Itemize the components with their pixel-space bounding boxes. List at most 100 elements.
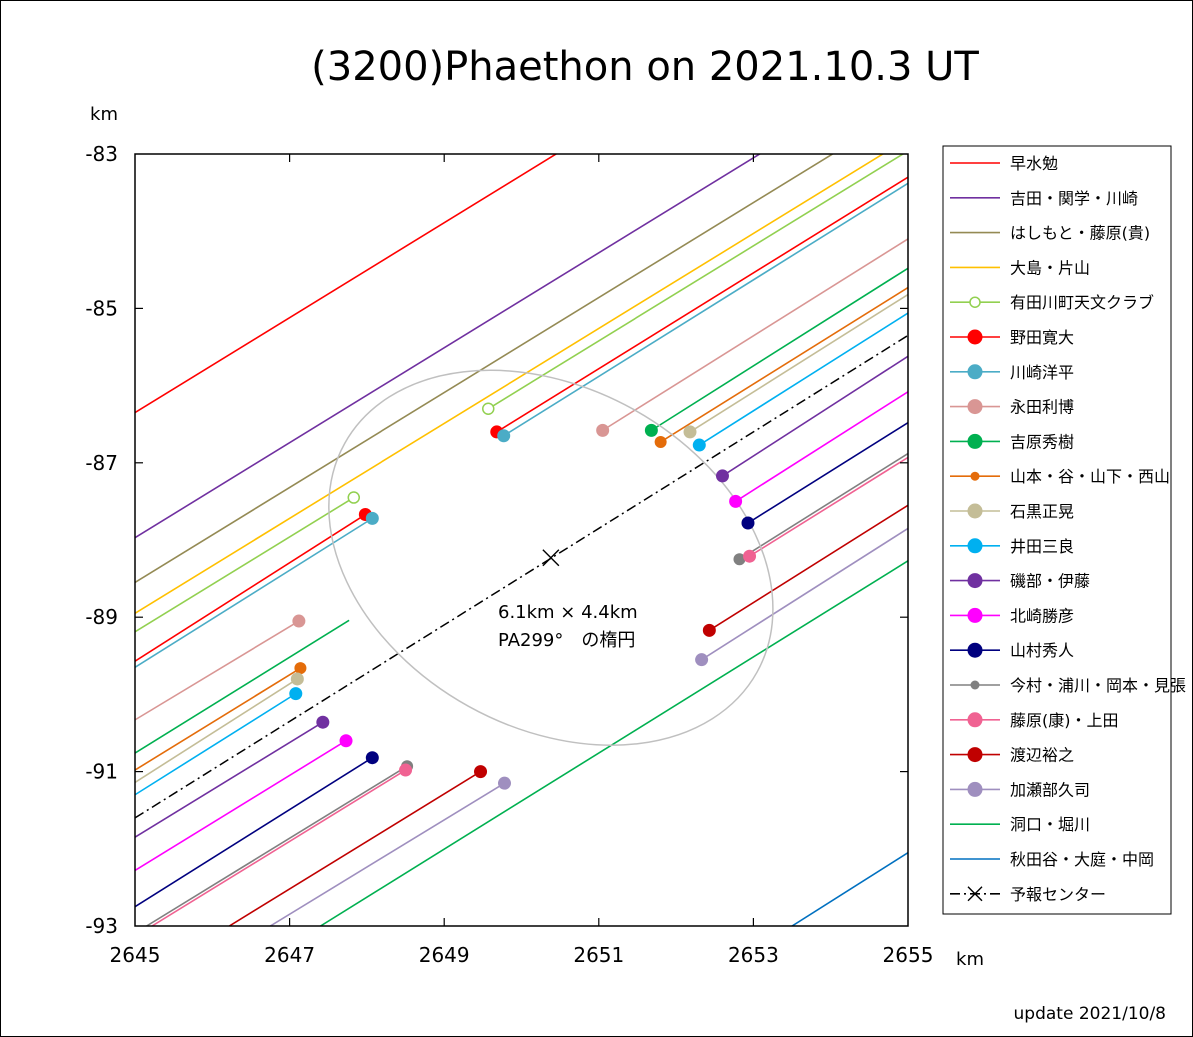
- series-3: [135, 154, 885, 615]
- legend-label: 加瀬部久司: [1010, 780, 1090, 799]
- x-tick-label: 2649: [419, 943, 470, 967]
- chord-line-18-1: [701, 527, 908, 661]
- chord-line-12-0: [135, 721, 324, 838]
- timing-point-10-0: [290, 672, 304, 686]
- y-axis-unit-label: km: [90, 104, 118, 125]
- timing-point-6-0: [365, 511, 379, 525]
- timing-point-14-0: [365, 751, 379, 765]
- legend-swatch-marker: [967, 886, 983, 902]
- chord-line-15-0: [146, 765, 408, 926]
- legend-label: 野田寛大: [1010, 328, 1074, 347]
- timing-point-9-0: [294, 662, 307, 675]
- legend-label: 今村・浦川・岡本・見張: [1010, 676, 1186, 695]
- timing-point-10-1: [683, 425, 697, 439]
- legend-swatch-marker: [970, 471, 980, 481]
- legend-entry-2: はしもと・藤原(貴): [950, 224, 1150, 243]
- chord-line-16-1: [749, 456, 908, 557]
- legend-entry-7: 永田利博: [950, 398, 1074, 417]
- series-15: [146, 452, 908, 926]
- legend-label: 大島・片山: [1010, 258, 1090, 277]
- chord-line-6-1: [503, 182, 908, 437]
- legend-entry-11: 井田三良: [950, 537, 1074, 556]
- chord-line-13-0: [135, 740, 347, 872]
- timing-point-18-1: [695, 653, 709, 667]
- x-tick-label: 2653: [728, 943, 779, 967]
- chord-line-9-1: [660, 286, 908, 443]
- ellipse-pa-annotation: PA299° の楕円: [498, 630, 635, 651]
- series-7: [135, 238, 908, 721]
- asteroid-ellipse: [328, 369, 774, 746]
- legend-swatch-marker: [970, 680, 980, 690]
- plot-area-border: [134, 153, 909, 927]
- series-14: [135, 421, 908, 908]
- timing-point-16-1: [743, 549, 757, 563]
- legend-entry-16: 藤原(康)・上田: [950, 711, 1119, 730]
- legend-entry-6: 川崎洋平: [950, 363, 1074, 382]
- chord-line-11-0: [135, 692, 297, 796]
- chord-line-19-0: [320, 560, 908, 926]
- timing-point-7-1: [596, 423, 610, 437]
- legend-entry-19: 洞口・堀川: [950, 815, 1090, 834]
- legend-swatch-marker: [967, 607, 983, 623]
- x-tick-label: 2651: [573, 943, 624, 967]
- x-axis-unit-label: km: [956, 949, 984, 970]
- series-0: [135, 154, 558, 414]
- timing-point-4-0: [347, 491, 361, 504]
- legend-swatch-marker: [967, 503, 983, 519]
- legend-label: 磯部・伊藤: [1010, 572, 1090, 591]
- timing-point-16-0: [399, 763, 413, 777]
- chord-line-5-1: [496, 176, 908, 433]
- chord-line-10-0: [135, 678, 298, 784]
- y-tick-label: -85: [85, 296, 118, 320]
- legend-swatch-marker: [967, 573, 983, 589]
- timing-point-12-0: [316, 715, 330, 729]
- timing-point-4-1: [482, 402, 495, 416]
- asteroid-outline-layer: [328, 369, 774, 746]
- chord-line-8-1: [650, 267, 908, 432]
- y-tick-label: -87: [85, 451, 118, 475]
- legend-entry-1: 吉田・関学・川崎: [950, 189, 1138, 208]
- timing-point-11-0: [289, 687, 303, 701]
- series-12: [135, 355, 908, 838]
- chord-line-0-0: [135, 154, 558, 414]
- legend-entry-13: 北崎勝彦: [950, 606, 1074, 625]
- legend-label: 洞口・堀川: [1010, 815, 1090, 834]
- chord-line-7-1: [602, 238, 908, 432]
- legend-entry-17: 渡辺裕之: [950, 746, 1074, 765]
- series-11: [135, 312, 908, 796]
- legend-swatch-marker: [967, 747, 983, 763]
- legend-label: 早水勉: [1010, 154, 1058, 173]
- legend-label: 永田利博: [1010, 398, 1074, 417]
- series-18: [269, 527, 908, 926]
- series-21: [135, 334, 908, 819]
- axes-layer: 2645 2647 2649 2651 2653 2655 -83 -85 -87 -89 -91 -…: [85, 142, 933, 967]
- series-2: [135, 154, 835, 584]
- chord-line-1-0: [135, 154, 762, 539]
- series-5: [135, 176, 908, 662]
- legend-swatch-marker: [967, 781, 983, 797]
- chord-line-4-1: [487, 154, 905, 410]
- chord-line-7-0: [135, 620, 300, 721]
- chord-line-10-1: [689, 293, 908, 433]
- chord-line-13-1: [735, 391, 908, 503]
- series-4: [135, 154, 905, 633]
- timing-point-17-0: [474, 765, 488, 779]
- chord-line-20-0: [791, 851, 908, 926]
- chord-line-18-0: [269, 782, 505, 926]
- legend-label: 有田川町天文クラブ: [1010, 293, 1154, 312]
- timing-point-17-1: [702, 623, 716, 637]
- timing-point-18-0: [497, 776, 511, 790]
- chord-line-15-1: [739, 452, 908, 560]
- y-tick-label: -93: [85, 914, 118, 938]
- legend-label: 山本・谷・山下・西山: [1010, 467, 1170, 486]
- series-17: [228, 504, 908, 926]
- ellipse-size-annotation: 6.1km × 4.4km: [498, 602, 638, 623]
- chord-line-17-0: [228, 770, 481, 926]
- legend-label: 石黒正晃: [1010, 502, 1074, 521]
- chord-lines-layer: [135, 154, 908, 926]
- legend-label: 北崎勝彦: [1010, 606, 1074, 625]
- legend-label: 予報センター: [1010, 885, 1106, 904]
- series-6: [135, 182, 908, 669]
